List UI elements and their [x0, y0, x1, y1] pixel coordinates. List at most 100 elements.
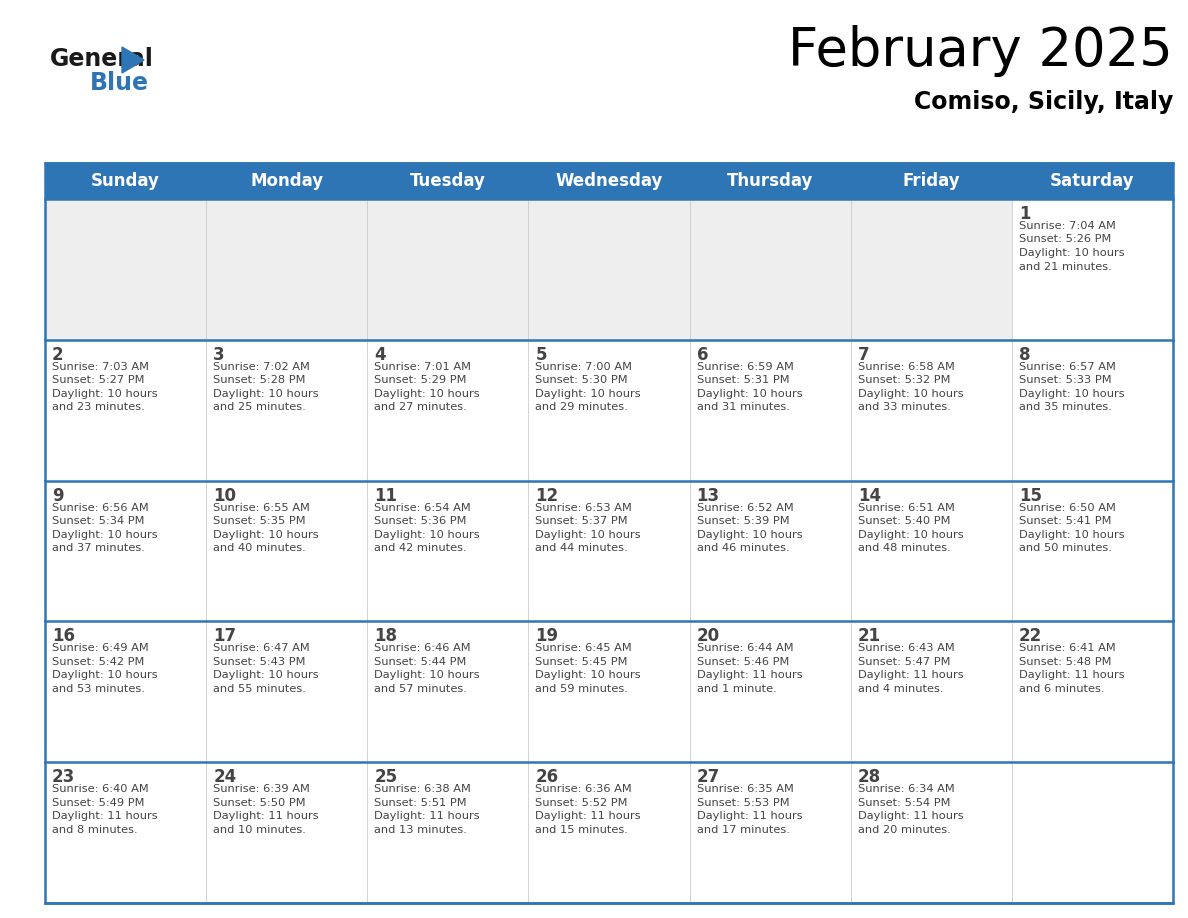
- Text: and 53 minutes.: and 53 minutes.: [52, 684, 145, 694]
- Bar: [689, 199, 851, 340]
- Text: 17: 17: [213, 627, 236, 645]
- Text: Sunrise: 6:44 AM: Sunrise: 6:44 AM: [696, 644, 794, 654]
- Text: 19: 19: [536, 627, 558, 645]
- Text: Daylight: 10 hours: Daylight: 10 hours: [52, 670, 158, 680]
- Text: Tuesday: Tuesday: [410, 172, 486, 190]
- Text: and 21 minutes.: and 21 minutes.: [1019, 262, 1112, 272]
- Text: Sunrise: 6:53 AM: Sunrise: 6:53 AM: [536, 502, 632, 512]
- Bar: [529, 481, 689, 621]
- Text: Sunrise: 6:41 AM: Sunrise: 6:41 AM: [1019, 644, 1116, 654]
- Text: 3: 3: [213, 346, 225, 364]
- Text: Daylight: 10 hours: Daylight: 10 hours: [52, 530, 158, 540]
- Text: Daylight: 11 hours: Daylight: 11 hours: [858, 670, 963, 680]
- Text: Daylight: 10 hours: Daylight: 10 hours: [52, 389, 158, 398]
- Text: 27: 27: [696, 768, 720, 786]
- Text: Daylight: 10 hours: Daylight: 10 hours: [1019, 530, 1125, 540]
- Text: Sunset: 5:33 PM: Sunset: 5:33 PM: [1019, 375, 1112, 386]
- Text: Daylight: 10 hours: Daylight: 10 hours: [1019, 248, 1125, 258]
- Text: 4: 4: [374, 346, 386, 364]
- Text: 9: 9: [52, 487, 64, 505]
- Bar: [45, 340, 207, 481]
- Text: Sunrise: 7:00 AM: Sunrise: 7:00 AM: [536, 362, 632, 372]
- Text: Sunset: 5:40 PM: Sunset: 5:40 PM: [858, 516, 950, 526]
- Text: Daylight: 10 hours: Daylight: 10 hours: [1019, 389, 1125, 398]
- Text: 6: 6: [696, 346, 708, 364]
- Text: Blue: Blue: [90, 71, 148, 95]
- Bar: [529, 199, 689, 340]
- Text: Daylight: 11 hours: Daylight: 11 hours: [696, 670, 802, 680]
- Text: Daylight: 11 hours: Daylight: 11 hours: [213, 812, 318, 822]
- Text: Daylight: 10 hours: Daylight: 10 hours: [696, 389, 802, 398]
- Text: Sunrise: 6:36 AM: Sunrise: 6:36 AM: [536, 784, 632, 794]
- Text: Sunday: Sunday: [91, 172, 160, 190]
- Text: Daylight: 10 hours: Daylight: 10 hours: [213, 530, 318, 540]
- Text: 8: 8: [1019, 346, 1030, 364]
- Bar: [529, 340, 689, 481]
- Text: and 42 minutes.: and 42 minutes.: [374, 543, 467, 554]
- Text: and 20 minutes.: and 20 minutes.: [858, 824, 950, 834]
- Bar: [529, 762, 689, 903]
- Text: and 57 minutes.: and 57 minutes.: [374, 684, 467, 694]
- Bar: [851, 621, 1012, 762]
- Bar: [689, 340, 851, 481]
- Text: and 35 minutes.: and 35 minutes.: [1019, 402, 1112, 412]
- Bar: [1012, 621, 1173, 762]
- Text: Sunrise: 6:54 AM: Sunrise: 6:54 AM: [374, 502, 470, 512]
- Text: and 6 minutes.: and 6 minutes.: [1019, 684, 1105, 694]
- Text: and 46 minutes.: and 46 minutes.: [696, 543, 789, 554]
- Bar: [851, 199, 1012, 340]
- Text: and 13 minutes.: and 13 minutes.: [374, 824, 467, 834]
- Text: Sunset: 5:26 PM: Sunset: 5:26 PM: [1019, 234, 1111, 244]
- Text: Daylight: 11 hours: Daylight: 11 hours: [536, 812, 642, 822]
- Text: Daylight: 10 hours: Daylight: 10 hours: [858, 530, 963, 540]
- Text: Sunset: 5:27 PM: Sunset: 5:27 PM: [52, 375, 145, 386]
- Text: and 40 minutes.: and 40 minutes.: [213, 543, 305, 554]
- Text: Daylight: 10 hours: Daylight: 10 hours: [696, 530, 802, 540]
- Text: Sunset: 5:30 PM: Sunset: 5:30 PM: [536, 375, 628, 386]
- Text: Friday: Friday: [903, 172, 960, 190]
- Bar: [529, 621, 689, 762]
- Text: Sunset: 5:36 PM: Sunset: 5:36 PM: [374, 516, 467, 526]
- Text: Daylight: 10 hours: Daylight: 10 hours: [213, 670, 318, 680]
- Bar: [851, 340, 1012, 481]
- Text: and 37 minutes.: and 37 minutes.: [52, 543, 145, 554]
- Text: Sunset: 5:41 PM: Sunset: 5:41 PM: [1019, 516, 1111, 526]
- Text: 5: 5: [536, 346, 546, 364]
- Text: Sunset: 5:52 PM: Sunset: 5:52 PM: [536, 798, 628, 808]
- Text: and 33 minutes.: and 33 minutes.: [858, 402, 950, 412]
- Text: and 55 minutes.: and 55 minutes.: [213, 684, 307, 694]
- Bar: [851, 481, 1012, 621]
- Text: General: General: [50, 47, 154, 71]
- Text: and 15 minutes.: and 15 minutes.: [536, 824, 628, 834]
- Text: Sunset: 5:37 PM: Sunset: 5:37 PM: [536, 516, 628, 526]
- Text: Monday: Monday: [251, 172, 323, 190]
- Text: Sunrise: 7:02 AM: Sunrise: 7:02 AM: [213, 362, 310, 372]
- Bar: [367, 340, 529, 481]
- Text: Daylight: 10 hours: Daylight: 10 hours: [858, 389, 963, 398]
- Text: and 29 minutes.: and 29 minutes.: [536, 402, 628, 412]
- Text: Thursday: Thursday: [727, 172, 814, 190]
- Bar: [207, 762, 367, 903]
- Bar: [1012, 199, 1173, 340]
- Text: Daylight: 10 hours: Daylight: 10 hours: [536, 670, 642, 680]
- Text: 18: 18: [374, 627, 397, 645]
- Bar: [207, 621, 367, 762]
- Text: and 59 minutes.: and 59 minutes.: [536, 684, 628, 694]
- Text: Sunrise: 6:43 AM: Sunrise: 6:43 AM: [858, 644, 954, 654]
- Text: Daylight: 10 hours: Daylight: 10 hours: [374, 530, 480, 540]
- Text: and 27 minutes.: and 27 minutes.: [374, 402, 467, 412]
- Text: 12: 12: [536, 487, 558, 505]
- Text: Sunset: 5:48 PM: Sunset: 5:48 PM: [1019, 657, 1111, 666]
- Bar: [207, 340, 367, 481]
- Text: Daylight: 11 hours: Daylight: 11 hours: [858, 812, 963, 822]
- Text: Daylight: 10 hours: Daylight: 10 hours: [213, 389, 318, 398]
- Text: Sunset: 5:34 PM: Sunset: 5:34 PM: [52, 516, 145, 526]
- Text: and 44 minutes.: and 44 minutes.: [536, 543, 628, 554]
- Bar: [689, 621, 851, 762]
- Bar: [45, 199, 207, 340]
- Text: Sunrise: 6:38 AM: Sunrise: 6:38 AM: [374, 784, 472, 794]
- Text: 2: 2: [52, 346, 64, 364]
- Text: Sunset: 5:31 PM: Sunset: 5:31 PM: [696, 375, 789, 386]
- Bar: [207, 481, 367, 621]
- Text: and 1 minute.: and 1 minute.: [696, 684, 776, 694]
